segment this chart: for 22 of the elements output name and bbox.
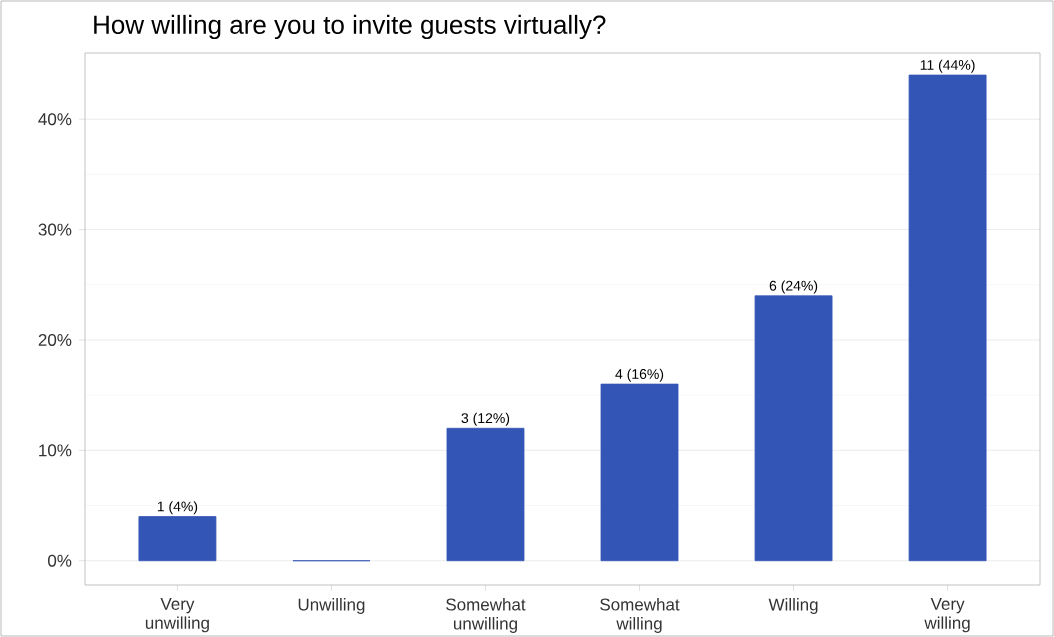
bar [908, 74, 987, 562]
x-tick-label: Unwilling [298, 598, 365, 614]
y-tick-label: 40% [38, 113, 72, 126]
y-tick-label: 10% [39, 444, 72, 457]
data-label: 6 (24%) [769, 280, 818, 294]
data-label: 11 (44%) [920, 59, 975, 73]
chart-title: How willing are you to invite guests virtually? [94, 14, 606, 40]
bar [446, 427, 525, 562]
y-tick-label: 0% [48, 554, 72, 567]
bar [600, 383, 679, 562]
y-tick-label: 20% [38, 333, 72, 346]
data-label: 1 (4%) [157, 501, 198, 515]
x-tick-label: Very unwilling [145, 598, 209, 633]
x-tick-label: Somewhat willing [600, 598, 680, 633]
x-tick-label: Willing [768, 598, 818, 614]
data-label: 3 (12%) [461, 412, 510, 426]
bar [754, 295, 833, 562]
x-tick-label: Somewhat unwilling [446, 598, 526, 633]
x-tick-label: Very willing [924, 598, 970, 633]
y-tick-label: 30% [38, 223, 72, 236]
bar [138, 516, 217, 562]
data-label: 4 (16%) [615, 368, 664, 382]
